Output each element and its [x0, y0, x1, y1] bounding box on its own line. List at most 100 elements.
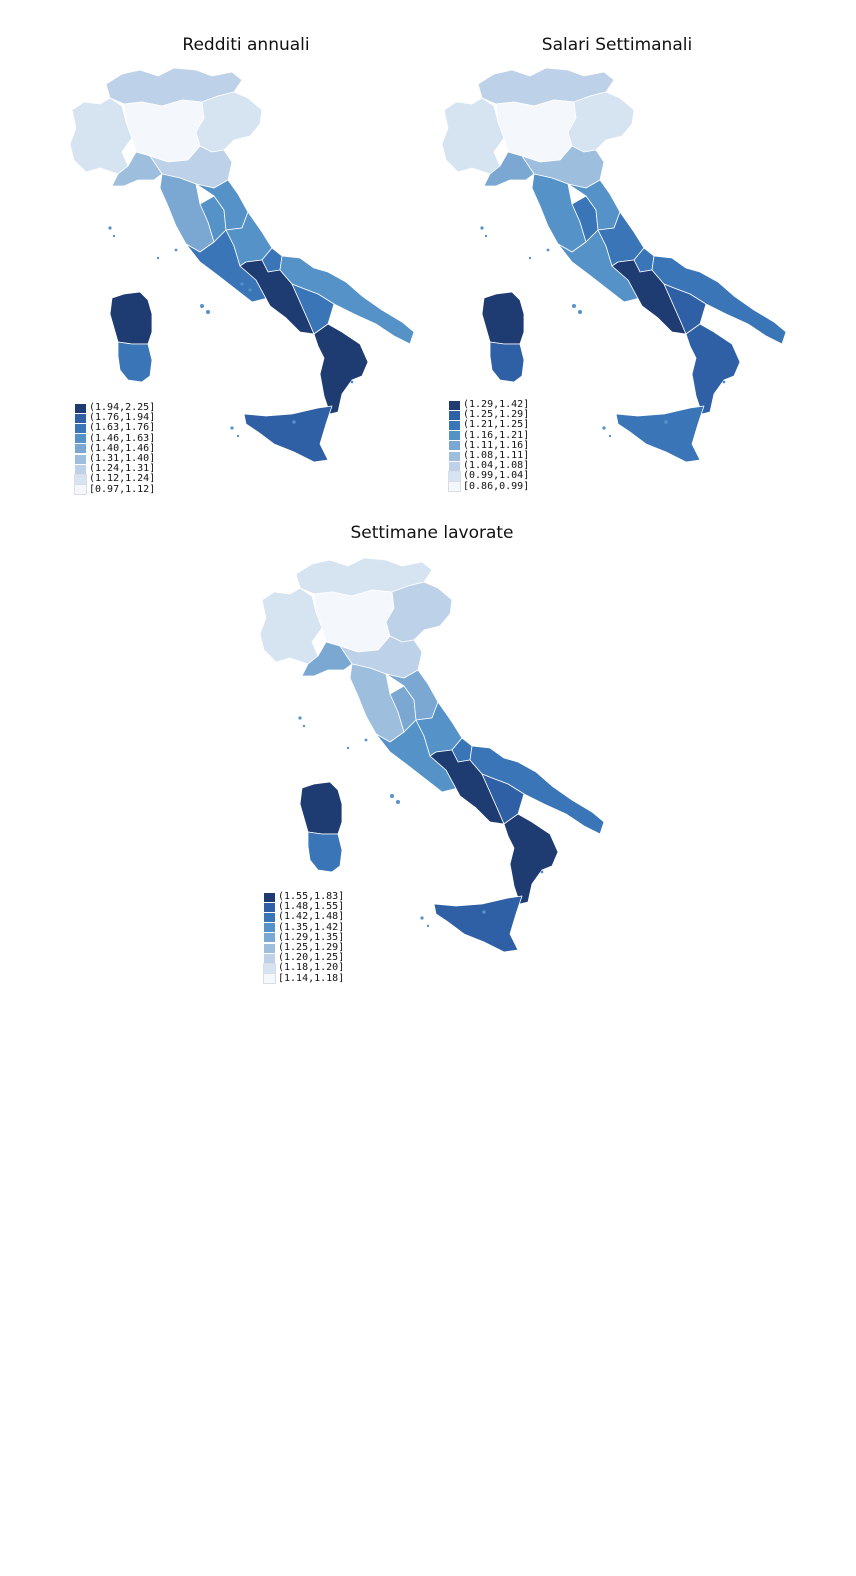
legend-swatch: [264, 892, 275, 902]
region-lombardy: [495, 99, 577, 163]
legend-row: (1.94,2.25]: [75, 402, 156, 413]
legend-label: (1.48,1.55]: [278, 901, 345, 913]
region-sardinia-n: [299, 781, 343, 835]
legend-swatch: [74, 484, 87, 496]
region-emilia: [521, 145, 605, 189]
small-island: [174, 248, 178, 252]
small-island: [206, 310, 210, 314]
region-lombardy: [123, 99, 205, 163]
legend-row: (1.16,1.21]: [449, 430, 529, 441]
small-island: [236, 434, 240, 438]
legend-label: (1.25,1.29]: [278, 941, 345, 953]
legend-row: [0.97,1.12]: [74, 483, 156, 496]
region-marche: [385, 669, 439, 721]
legend-swatch: [264, 953, 275, 963]
region-sicily: [615, 405, 705, 463]
legend-swatch: [75, 464, 86, 474]
legend-row: (1.55,1.83]: [264, 891, 344, 902]
legend-label: (1.31,1.40]: [89, 452, 156, 464]
small-island: [248, 288, 252, 292]
region-sardinia-n: [109, 291, 153, 345]
region-veneto: [385, 581, 453, 643]
legend-label: (1.11,1.16]: [463, 439, 530, 451]
small-island: [546, 248, 550, 252]
region-molise: [451, 737, 473, 763]
region-northwest: [69, 97, 133, 175]
legend-label: [0.86,0.99]: [463, 480, 530, 492]
small-island: [578, 310, 582, 314]
map-title-settimane: Settimane lavorate: [350, 523, 514, 543]
small-island: [346, 746, 350, 750]
legend-label: (1.40,1.46]: [89, 442, 156, 454]
legend-swatch: [263, 962, 276, 974]
legend-swatch: [264, 902, 275, 912]
legend-row: (1.12,1.24]: [74, 473, 156, 485]
legend-label: (1.76,1.94]: [89, 412, 156, 424]
legend-label: (1.94,2.25]: [89, 402, 156, 413]
legend-row: (1.11,1.16]: [449, 439, 530, 451]
italy-map-settimane: [259, 557, 605, 953]
small-island: [664, 420, 668, 424]
legend-row: (1.48,1.55]: [264, 901, 345, 913]
small-island: [540, 870, 544, 874]
legend-row: (1.29,1.35]: [264, 931, 345, 943]
legend-label: (1.21,1.25]: [463, 419, 530, 431]
small-island: [484, 234, 488, 238]
region-veneto: [567, 91, 635, 153]
region-calabria: [685, 323, 741, 415]
region-basilicata: [663, 283, 707, 335]
small-island: [350, 380, 354, 384]
legend-swatch: [264, 912, 275, 922]
region-emilia: [149, 145, 233, 189]
region-marche: [195, 179, 249, 231]
small-island: [426, 924, 430, 928]
small-island: [200, 304, 204, 308]
region-basilicata: [291, 283, 335, 335]
legend-row: (1.29,1.42]: [449, 399, 529, 410]
legend-label: (1.35,1.42]: [278, 921, 345, 933]
region-emilia: [339, 635, 423, 679]
legend-swatch: [449, 420, 460, 430]
legend-row: (1.76,1.94]: [75, 412, 156, 424]
region-northwest: [259, 587, 323, 665]
legend-row: (1.63,1.76]: [75, 423, 155, 433]
legend-label: [0.97,1.12]: [89, 483, 156, 495]
legend-row: (0.99,1.04]: [448, 470, 529, 482]
region-marche: [567, 179, 621, 231]
italy-map-salari: [441, 67, 787, 463]
legend-label: (1.42,1.48]: [278, 911, 345, 923]
map-panel-redditi: Redditi annuali (1.94,2.25] (1.76,1.94] (1…: [69, 35, 415, 496]
legend-label: (1.12,1.24]: [89, 473, 156, 485]
small-island: [430, 772, 434, 776]
legend-swatch: [448, 481, 461, 493]
italy-map-redditi: [69, 67, 415, 463]
region-calabria: [503, 813, 559, 905]
legend-swatch: [264, 923, 275, 933]
small-island: [364, 738, 368, 742]
legend-redditi: (1.94,2.25] (1.76,1.94] (1.63,1.76] (1.46,1…: [74, 402, 156, 496]
legend-swatch: [75, 434, 86, 444]
region-liguria: [301, 641, 353, 677]
legend-swatch: [75, 454, 86, 464]
small-island: [482, 910, 486, 914]
legend-label: (1.24,1.31]: [89, 463, 156, 475]
region-umbria: [571, 195, 599, 243]
region-liguria: [483, 151, 535, 187]
legend-label: (1.08,1.11]: [463, 449, 530, 461]
legend-row: (1.18,1.20]: [263, 962, 344, 974]
region-abruzzo: [415, 701, 463, 757]
legend-swatch: [264, 943, 275, 953]
region-sardinia-s: [489, 341, 525, 383]
legend-swatch: [75, 403, 86, 413]
small-island: [230, 426, 234, 430]
region-puglia: [469, 745, 605, 835]
small-island: [240, 282, 244, 286]
small-island: [572, 304, 576, 308]
legend-row: (1.25,1.29]: [449, 409, 529, 420]
legend-row: (1.21,1.25]: [449, 420, 529, 430]
small-island: [156, 256, 160, 260]
legend-swatch: [448, 470, 461, 482]
region-calabria: [313, 323, 369, 415]
legend-label: (1.29,1.35]: [278, 931, 345, 943]
legend-settimane: (1.55,1.83] (1.48,1.55] (1.42,1.48] (1.35,1…: [263, 891, 345, 985]
